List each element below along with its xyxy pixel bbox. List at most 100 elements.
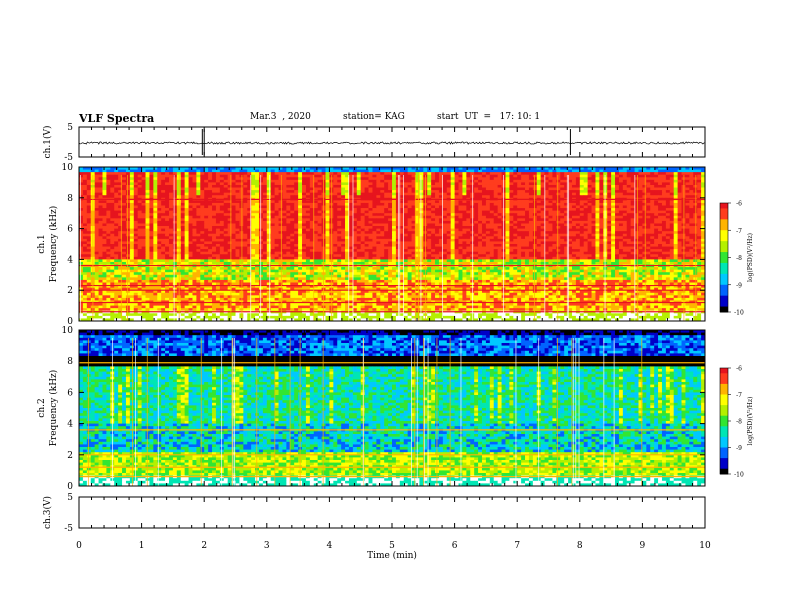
spectrogram-cell [258,236,264,240]
spectrogram-cell [184,205,189,209]
spectrogram-cell [579,179,585,183]
spectrogram-cell [552,177,557,181]
spectrogram-cell [262,205,268,209]
spectrogram-cell [489,182,495,186]
spectrogram-cell [513,202,518,206]
spectrogram-cell [532,177,538,181]
spectrogram-cell [646,233,651,237]
spectrogram-cell [528,177,534,181]
spectrogram-cell [165,179,170,183]
spectrogram-cell [388,205,393,209]
spectrogram-cell [348,210,354,214]
spectrogram-cell [337,223,342,227]
spectrogram-cell [517,213,522,217]
spectrogram-cell [247,200,252,204]
spectrogram-cell [532,169,538,173]
spectrogram-cell [348,169,354,173]
spectrogram-cell [274,174,279,178]
spectrogram-cell [564,223,569,227]
spectrogram-cell [329,169,334,173]
spectrogram-cell [587,208,592,212]
spectrogram-cell [622,195,628,199]
spectrogram-cell [118,172,123,176]
spectrogram-cell [270,187,276,191]
spectrogram-cell [168,228,174,232]
spectrogram-cell [607,228,612,232]
spectrogram-cell [435,167,440,170]
spectrogram-cell [618,241,624,245]
spectrogram-cell [364,179,369,183]
spectrogram-cell [392,205,397,209]
spectrogram-cell [352,228,358,232]
spectrogram-cell [462,241,467,245]
spectrogram-cell [192,172,197,176]
spectrogram-cell [540,200,545,204]
spectrogram-cell [615,238,620,242]
spectrogram-cell [399,231,405,235]
spectrogram-cell [497,172,502,176]
spectrogram-cell [106,174,111,178]
spectrogram-cell [575,218,581,222]
spectrogram-cell [278,215,283,219]
spectrogram-cell [450,236,455,240]
spectrogram-cell [125,205,131,209]
spectrogram-cell [255,205,260,209]
spectrogram-cell [552,226,557,229]
spectrogram-cell [689,220,694,224]
spectrogram-cell [665,174,671,178]
spectrogram-cell [642,228,647,232]
spectrogram-cell [235,241,240,245]
spectrogram-cell [137,187,142,191]
spectrogram-cell [337,231,342,235]
spectrogram-cell [317,238,322,242]
spectrogram-cell [450,174,455,178]
spectrogram-cell [458,228,463,232]
spectrogram-cell [317,200,322,204]
spectrogram-cell [165,231,170,235]
spectrogram-cell [298,205,303,209]
spectrogram-cell [611,231,616,235]
spectrogram-cell [517,192,522,196]
spectrogram-cell [415,172,420,176]
spectrogram-cell [654,184,659,188]
spectrogram-cell [697,223,702,227]
spectrogram-cell [411,182,416,186]
spectrogram-cell [646,223,651,227]
spectrogram-cell [114,184,119,188]
spectrogram-cell [669,226,675,229]
spectrogram-cell [438,223,444,227]
spectrogram-cell [286,192,291,196]
spectrogram-cell [188,172,193,176]
spectrogram-cell [403,236,409,240]
spectrogram-cell [669,179,675,183]
spectrogram-cell [521,202,526,206]
spectrogram-cell [446,223,452,227]
spectrogram-cell [411,202,416,206]
spectrogram-cell [392,241,397,245]
spectrogram-cell [372,167,377,170]
spectrogram-cell [552,202,557,206]
spectrogram-cell [528,202,534,206]
spectrogram-cell [419,215,424,219]
spectrogram-cell [129,184,135,188]
spectrogram-cell [528,241,534,245]
spectrogram-cell [372,208,377,212]
spectrogram-cell [196,192,201,196]
spectrogram-cell [560,202,565,206]
spectrogram-cell [372,228,377,232]
spectrogram-cell [677,177,682,181]
spectrogram-cell [192,213,197,217]
spectrogram-cell [513,187,518,191]
spectrogram-cell [462,210,467,214]
spectrogram-cell [309,167,315,170]
spectrogram-cell [427,241,432,245]
spectrogram-cell [509,167,514,170]
spectrogram-cell [262,220,268,224]
spectrogram-cell [595,187,600,191]
spectrogram-cell [611,236,616,240]
spectrogram-cell [106,190,111,194]
spectrogram-cell [356,195,362,199]
spectrogram-cell [626,244,632,247]
spectrogram-cell [435,231,440,235]
spectrogram-cell [579,200,585,204]
